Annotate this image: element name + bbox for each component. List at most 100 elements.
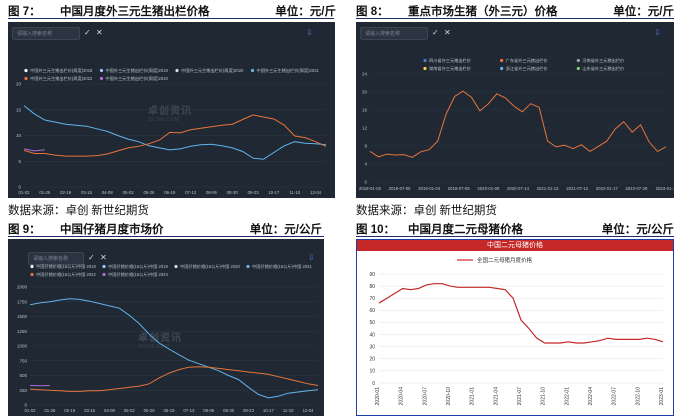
- figure-9-number: 图 9：: [8, 224, 41, 236]
- x-tick-label: 12-04: [303, 408, 315, 413]
- legend-label: 中国外三元生猪出栏价(周度)2021: [257, 67, 320, 74]
- figure-7-number: 图 7：: [8, 6, 41, 18]
- y-tick-label: 12: [362, 126, 368, 131]
- x-tick-label: 08-06: [203, 408, 215, 413]
- confirm-icon[interactable]: ✓: [88, 253, 95, 262]
- y-tick-label: 20: [362, 90, 368, 95]
- chart-fig7: 0 5 10 15 20 01-02 01-26 02-19 03-15 04-08 05-02 05…: [16, 67, 327, 195]
- download-icon[interactable]: ⇩: [654, 28, 661, 37]
- x-tick-label: 2022-04: [588, 387, 594, 406]
- figure-10-caption: 中国月度二元母猪价格: [408, 224, 523, 236]
- legend-marker: [24, 76, 28, 81]
- x-tick-label: 05-02: [123, 190, 135, 195]
- x-tick-label: 02-19: [60, 190, 72, 195]
- search-input[interactable]: 请输入搜索名称: [360, 27, 428, 40]
- legend-marker: [102, 264, 106, 269]
- figure-8-caption: 重点市场生猪（外三元）价格: [408, 6, 558, 18]
- x-tick-label: 04-08: [104, 408, 116, 413]
- x-tick-label: 2020-10: [446, 387, 452, 406]
- legend-label: 湖南省外三元猪出栏价: [429, 65, 472, 72]
- x-tick-label: 01-02: [25, 408, 37, 413]
- legend-marker: [99, 68, 104, 73]
- series-line: [23, 105, 327, 160]
- watermark-sub: SCI99.COM: [148, 117, 180, 123]
- x-tick-label: 2018-01-02: [359, 186, 382, 191]
- y-tick-label: 1000: [17, 344, 28, 349]
- x-tick-label: 03-15: [84, 408, 96, 413]
- y-tick-label: 0: [18, 185, 21, 190]
- x-tick-label: 08-30: [223, 408, 235, 413]
- chart-fig9: 0 250 500 750 1000 1250 1500 1750 2000 01-02 01-26…: [17, 263, 319, 413]
- series-line: [369, 90, 667, 158]
- x-tick-label: 2020-07: [422, 387, 428, 406]
- legend-marker: [246, 264, 250, 269]
- y-tick-label: 8: [364, 144, 367, 149]
- x-tick-label: 08-30: [227, 190, 239, 195]
- legend-marker: [175, 68, 179, 73]
- legend-marker: [24, 68, 28, 73]
- legend-label: 中国外三元生猪出栏价(周度)2018: [30, 67, 93, 74]
- legend-label: 中国仔猪价格(15公斤)中国 2019: [108, 263, 168, 270]
- x-tick-label: 2018-07-05: [389, 186, 412, 191]
- x-tick-label: 12-04: [310, 190, 322, 195]
- legend-marker: [423, 58, 427, 63]
- download-icon[interactable]: ⇩: [308, 253, 315, 262]
- legend-label: 中国仔猪价格(15公斤)中国 2018: [36, 263, 96, 270]
- series-line: [378, 283, 664, 344]
- cancel-icon[interactable]: ✕: [444, 28, 451, 37]
- y-tick-label: 5: [18, 159, 21, 164]
- series-line: [29, 366, 319, 392]
- legend-marker: [423, 66, 427, 71]
- x-tick-label: 2023-01-...: [656, 186, 674, 191]
- y-tick-label: 4: [364, 162, 367, 167]
- x-tick-label: 2022-10: [635, 387, 641, 406]
- x-tick-label: 2021-04: [493, 387, 499, 406]
- figure-10-rule: [356, 236, 674, 237]
- y-tick-label: 24: [362, 72, 368, 77]
- legend-label: 中国仔猪价格(15公斤)中国 2021: [252, 263, 312, 270]
- cancel-icon[interactable]: ✕: [100, 253, 107, 262]
- legend-marker: [174, 264, 178, 269]
- y-tick-label: 1250: [17, 329, 28, 334]
- legend-marker: [30, 264, 34, 269]
- figure-9-title: 图 9： 中国仔猪月度市场价 单位：元/公斤: [8, 221, 322, 237]
- figure-7-rule: [8, 18, 334, 19]
- watermark: 卓创资讯 SCI99.COM: [148, 102, 192, 123]
- x-tick-label: 2022-01-17: [596, 186, 619, 191]
- cancel-icon[interactable]: ✕: [96, 28, 103, 37]
- search-input[interactable]: 请输入搜索名称: [28, 252, 84, 265]
- y-tick-label: 750: [19, 358, 27, 363]
- legend-label: 山东省外三元猪出栏价: [582, 65, 625, 72]
- legend-marker: [576, 66, 580, 71]
- x-tick-label: 2021-01: [470, 387, 476, 406]
- legend-label: 中国仔猪价格(15公斤)中国 2020: [180, 263, 240, 270]
- watermark-sub: SCI99.COM: [138, 344, 170, 350]
- legend-label: 中国外三元生猪出栏价(周度)2019: [106, 67, 169, 74]
- x-tick-label: 08-06: [206, 190, 218, 195]
- figure-8-unit: 单位：元/斤: [613, 6, 674, 18]
- series-line: [29, 298, 319, 399]
- x-tick-label: 06-19: [164, 408, 176, 413]
- chart-fig8: 0 4 8 12 16 20 24 2018-01-02 2018-07-05 2019-01-0…: [359, 57, 674, 191]
- search-input[interactable]: 请输入搜索名称: [12, 27, 80, 40]
- watermark-text: 卓创资讯: [148, 106, 192, 117]
- legend-label: 全国二元母猪月度价格: [477, 256, 533, 264]
- confirm-icon[interactable]: ✓: [84, 28, 91, 37]
- x-tick-label: 2021-10: [541, 387, 547, 406]
- figure-8-number: 图 8：: [356, 6, 389, 18]
- watermark-text: 卓创资讯: [138, 333, 182, 344]
- y-tick-label: 250: [19, 388, 27, 393]
- figure-7-unit: 单位：元/斤: [275, 6, 336, 18]
- y-tick-label: 50: [369, 320, 375, 326]
- x-tick-label: 2022-07-29: [625, 186, 648, 191]
- legend-marker: [102, 272, 106, 277]
- x-tick-label: 2020-01-08: [477, 186, 500, 191]
- legend-label: 中国仔猪价格(15公斤)中国 2022: [36, 271, 96, 278]
- download-icon[interactable]: ⇩: [306, 28, 313, 37]
- confirm-icon[interactable]: ✓: [432, 28, 439, 37]
- y-tick-label: 0: [372, 381, 375, 387]
- source-note-right: 数据来源：卓创 新世纪期货: [356, 205, 497, 217]
- legend-label: 浙江省外三元猪出栏价: [506, 65, 549, 72]
- x-tick-label: 01-02: [19, 190, 31, 195]
- x-tick-label: 05-26: [144, 408, 156, 413]
